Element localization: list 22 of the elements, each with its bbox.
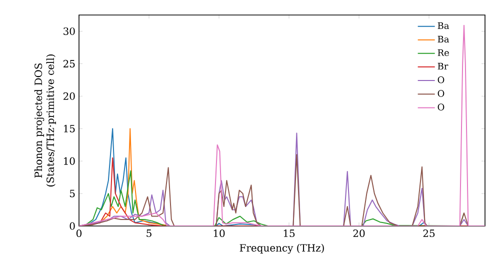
x-tick-label: 25 — [423, 230, 435, 238]
legend-label: Br — [438, 62, 448, 70]
x-tick-label: 15 — [284, 230, 295, 238]
legend-label: Ba — [438, 22, 449, 30]
x-tick-label: 0 — [76, 230, 82, 238]
y-tick-label: 15 — [64, 124, 75, 132]
legend-label: O — [438, 104, 444, 110]
y-tick-label: 10 — [64, 157, 75, 165]
y-axis-title: Phonon projected DOS (States/THz·primitive cell) — [34, 54, 56, 186]
legend-label: O — [438, 90, 444, 97]
legend-label: Ba — [438, 36, 449, 43]
legend-label: Re — [438, 49, 449, 56]
legend-label: O — [438, 76, 444, 84]
x-tick-label: 5 — [146, 230, 152, 237]
y-tick-label: 30 — [64, 27, 75, 35]
y-tick-label: 20 — [63, 92, 75, 100]
y-tick-label: 5 — [70, 190, 75, 198]
x-tick-label: 20 — [353, 230, 365, 238]
y-tick-label: 25 — [63, 60, 75, 68]
x-axis-title: Frequency (THz) — [240, 244, 324, 254]
y-tick-label: 0 — [70, 222, 75, 230]
x-tick-label: 10 — [214, 230, 225, 238]
